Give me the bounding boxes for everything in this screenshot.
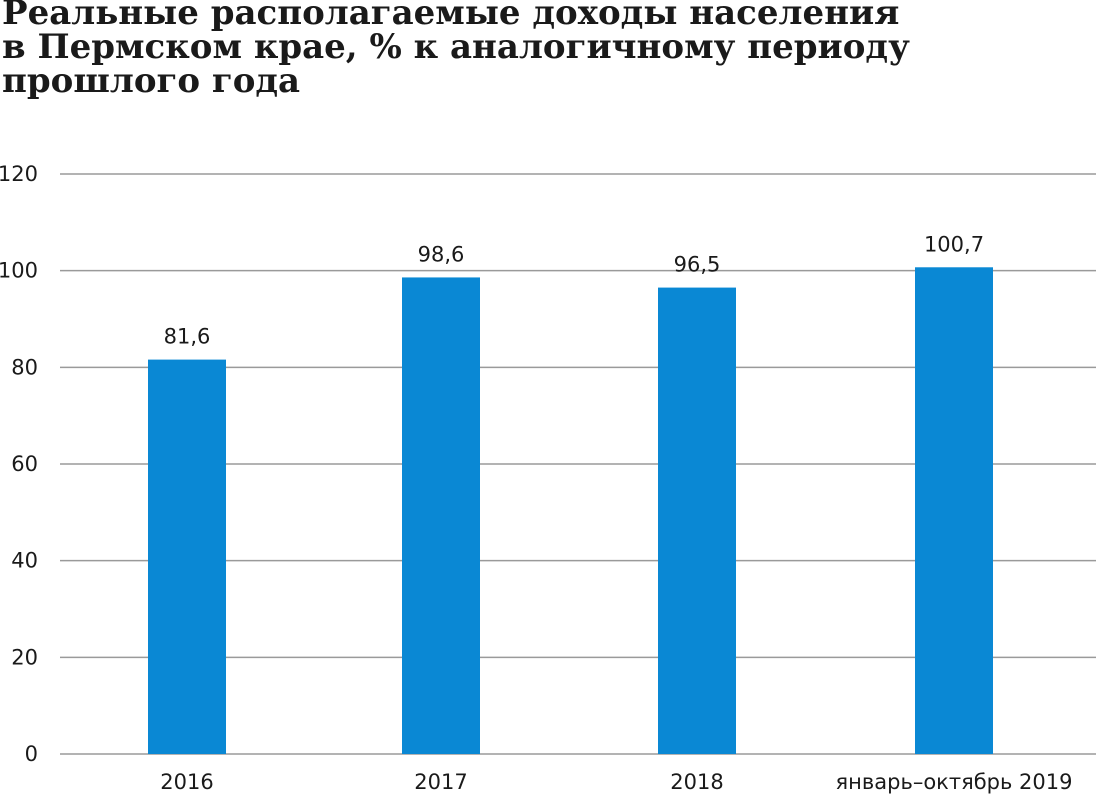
data-label: 98,6 bbox=[418, 242, 465, 266]
bar bbox=[148, 359, 226, 754]
y-tick-label: 60 bbox=[11, 452, 38, 476]
x-category-label: 2017 bbox=[414, 770, 467, 794]
chart-title-line-1: Реальные располагаемые доходы населения bbox=[2, 0, 900, 33]
bar bbox=[915, 267, 993, 754]
data-label: 96,5 bbox=[674, 253, 721, 277]
chart-title-line-3: прошлого года bbox=[2, 61, 301, 101]
data-labels: 81,6 98,6 96,5 100,7 bbox=[164, 232, 984, 348]
x-category-label: январь–октябрь 2019 bbox=[836, 770, 1073, 794]
y-tick-label: 40 bbox=[11, 549, 38, 573]
chart-title-line-2: в Пермском крае, % к аналогичному период… bbox=[2, 27, 910, 67]
y-tick-label: 100 bbox=[0, 259, 38, 283]
x-axis-categories: 2016 2017 2018 январь–октябрь 2019 bbox=[160, 770, 1072, 794]
data-label: 100,7 bbox=[924, 232, 984, 256]
x-category-label: 2018 bbox=[670, 770, 723, 794]
y-axis-ticks: 0 20 40 60 80 100 120 bbox=[0, 162, 38, 766]
y-tick-label: 0 bbox=[25, 742, 38, 766]
y-tick-label: 20 bbox=[11, 645, 38, 669]
y-tick-label: 80 bbox=[11, 355, 38, 379]
bar bbox=[658, 287, 736, 754]
x-category-label: 2016 bbox=[160, 770, 213, 794]
bars bbox=[148, 267, 993, 754]
bar bbox=[402, 277, 480, 754]
y-tick-label: 120 bbox=[0, 162, 38, 186]
chart-title: Реальные располагаемые доходы населения … bbox=[2, 0, 1092, 98]
data-label: 81,6 bbox=[164, 325, 211, 349]
